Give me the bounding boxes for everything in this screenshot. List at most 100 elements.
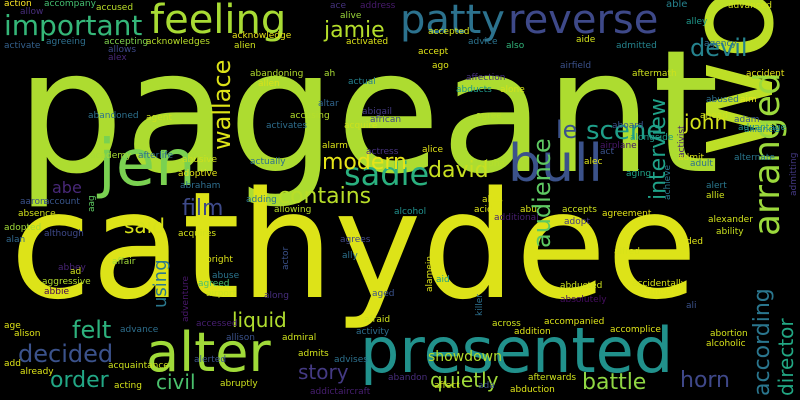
word-aim: aim [740,95,757,105]
word-acknowledge: acknowledge [232,31,292,41]
word-afterwards: afterwards [528,373,577,383]
word-alcoholic: alcoholic [706,339,746,349]
word-adoptive: adoptive [178,169,218,179]
word-aide: aide [576,35,596,45]
word-agreement: agreement [602,209,652,219]
word-affair: affair [112,257,136,267]
word-affect: affect [434,381,460,391]
word-reverse: reverse [508,0,659,43]
word-agreed: agreed [198,279,230,289]
word-accessed: accessed [196,319,238,329]
word-abu: abu [520,205,537,215]
word-address: address [360,1,396,11]
word-ace: ace [330,1,347,11]
word-academy: academy [90,151,132,161]
word-adventure: adventure [181,275,191,322]
word-aircraft: aircraft [338,387,371,397]
word-ada: ada [478,381,495,391]
word-alert: alert [706,181,727,191]
word-allison: allison [226,333,255,343]
word-although: although [44,229,84,239]
word-according: according [750,288,775,396]
word-using: using [150,259,171,308]
word-quietly: quietly [430,368,499,392]
word-abigail: abigail [362,107,392,117]
word-almost: almost [644,287,675,297]
word-add: add [4,359,21,369]
word-battle: battle [582,370,647,395]
word-advance: advance [120,325,159,335]
word-decided: decided [18,340,114,368]
word-ahead: ahead [700,111,728,121]
word-aboard: aboard [612,121,644,131]
word-alliance: alliance [744,125,779,135]
word-sadie: sadie [344,155,430,193]
word-acquire: acquire [344,121,378,131]
word-admitting: admitting [789,152,799,196]
word-alternate: alternate [734,153,775,163]
word-abbey: abbey [58,263,86,273]
word-able: able [666,0,688,10]
word-activated: activated [346,37,389,47]
word-already: already [20,367,54,377]
word-agreeing: agreeing [46,37,86,47]
word-important: important [4,9,143,42]
word-activity: activity [356,327,390,337]
word-patty: patty [400,0,505,43]
word-act: act [600,147,614,157]
word-advantage: advantage [738,123,787,133]
word-alien: alien [234,41,256,51]
word-contains: contains [278,184,372,209]
word-abbie: abbie [44,287,69,297]
word-afraid: afraid [364,315,391,325]
word-felt: felt [72,316,112,344]
word-admits: admits [298,349,329,359]
word-said: said [124,214,165,238]
word-addict: addict [310,387,338,397]
word-abortion: abortion [710,329,748,339]
word-story: story [298,360,349,384]
word-devil: devil [690,34,748,62]
word-abruptly: abruptly [220,379,258,389]
word-abuse: abuse [212,271,240,281]
word-altar: altar [318,99,339,109]
word-agency: agency [704,39,737,49]
word-action: action [4,0,32,9]
word-ah: ah [324,69,336,79]
word-advanced: advanced [728,1,772,11]
word-cathydee: cathydee [10,160,698,332]
word-agent: agent [146,113,172,123]
word-airfield: airfield [560,61,592,71]
word-jamie: jamie [324,18,385,43]
word-affection: affection [466,73,506,83]
word-adopted: adopted [4,223,42,233]
word-alter: alter [146,321,271,384]
word-presented: presented [360,314,674,387]
word-alcohol: alcohol [394,207,427,217]
word-acknowledges: acknowledges [146,37,210,47]
word-accompany: accompany [44,0,96,9]
word-director: director [774,318,798,396]
word-accepts: accepts [562,205,597,215]
word-alison: alison [14,329,41,339]
word-alley: alley [686,17,708,27]
word-activate: activate [4,41,41,51]
word-alfred: alfred [614,247,640,257]
word-aggressive: aggressive [42,277,91,287]
word-accomplice: accomplice [610,325,661,335]
word-adopt: adopt [564,217,590,227]
word-scene: scene [586,116,663,146]
word-acquaintance: acquaintance [108,361,169,371]
word-allows: allows [108,45,137,55]
word-order: order [50,368,109,393]
word-ability: ability [716,227,744,237]
word-actress: actress [366,147,399,157]
word-airport: airport [206,289,237,299]
word-alexander: alexander [708,215,753,225]
word-age: age [4,321,21,331]
word-alamein: alamein [425,255,435,292]
word-aided: aided [678,237,703,247]
word-alex: alex [108,53,127,63]
word-accepted: accepted [428,27,470,37]
